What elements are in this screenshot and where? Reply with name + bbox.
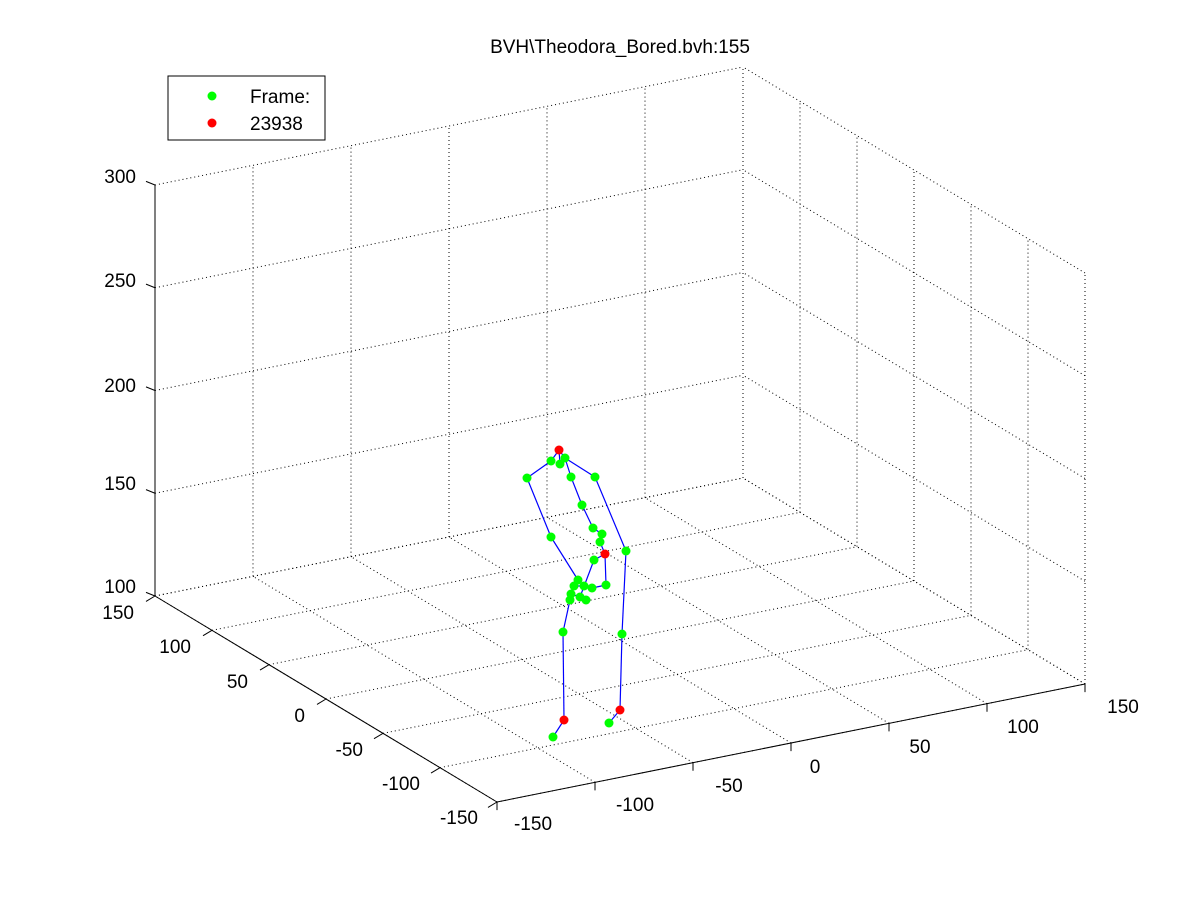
z-tick-mark [145,180,156,186]
skeleton-end-site-point [554,445,564,455]
grid-lines [154,66,1086,803]
skeleton-joint-point [522,473,532,483]
skeleton-joint-point [546,532,556,542]
x-tick-label: -50 [715,776,742,797]
x-tick-label: 100 [1007,717,1039,738]
y-tick-labels: -150 -100 -50 0 50 100 150 [102,603,478,829]
z-tick-label: 300 [104,167,136,188]
grid-line [546,516,890,724]
y-tick-mark [373,732,384,740]
z-tick-label: 100 [104,577,136,598]
y-tick-label: 50 [227,672,248,693]
grid-line [439,649,1029,769]
y-tick-label: 150 [102,603,134,624]
y-tick-mark [316,698,327,705]
grid-line [742,477,1086,685]
skeleton-bone [550,536,579,581]
skeleton-bone [526,477,552,538]
skeleton-bones [526,449,627,738]
y-tick-label: -100 [382,774,420,795]
y-tick-mark [202,629,213,637]
x-tick-label: 50 [909,737,930,758]
skeleton-bone [594,476,627,552]
legend-label-frame-number: 23938 [250,114,303,135]
grid-line [742,169,1086,377]
legend-box [167,75,326,141]
skeleton-bone [564,457,596,478]
skeleton-joint-point [558,627,568,637]
skeleton-joint-point [579,581,589,591]
grid-line [350,556,694,764]
grid-line [742,374,1086,582]
skeleton-joint-point [560,453,570,463]
y-tick-mark [487,801,498,808]
grid-line [325,580,915,700]
skeleton-joint-point [617,629,627,639]
skeleton-joint-point [565,595,575,605]
skeleton-joint-point [569,581,579,591]
z-tick-label: 150 [104,474,136,495]
z-tick-label: 250 [104,271,136,292]
y-tick-label: -50 [336,740,363,761]
skeleton-joint-point [546,456,556,466]
skeleton-joint-point [577,500,587,510]
z-tick-mark [145,591,156,597]
y-tick-label: -150 [440,808,478,829]
y-tick-label: 100 [159,637,191,658]
skeleton-joint-point [588,523,598,533]
y-tick-mark [145,595,156,602]
y-tick-label: 0 [294,706,305,727]
z-tick-mark [145,283,156,289]
skeleton-joint-point [587,583,597,593]
x-tick-labels: -150 -100 -50 0 50 100 150 [514,697,1139,835]
skeleton-joint-point [589,555,599,565]
grid-line [742,272,1086,479]
grid-line [252,575,596,783]
chart-title: BVH\Theodora_Bored.bvh:155 [490,37,750,58]
x-tick-label: -100 [616,795,654,816]
skeleton-joint-point [590,472,600,482]
skeleton-joints [522,445,631,742]
x-tick-label: 150 [1107,697,1139,718]
y-tick-mark [430,767,441,774]
grid-line [742,66,1086,274]
z-tick-labels: 100 150 200 250 300 [104,167,136,598]
skeleton-joint-point [566,472,576,482]
skeleton-joint-point [621,546,631,556]
legend-marker-frame [207,91,217,101]
legend: Frame: 23938 [167,75,326,141]
grid-line [448,536,792,744]
grid-line [382,614,972,734]
skeleton-joint-point [555,459,565,469]
x-tick-label: -150 [514,814,552,835]
axes [145,180,1086,811]
skeleton-joint-point [601,580,611,590]
y-tick-mark [259,664,270,671]
skeleton-bone [562,599,571,633]
legend-marker-frame-number [207,118,217,128]
z-tick-mark [145,386,156,391]
legend-label-frame: Frame: [250,87,310,108]
skeleton-joint-point [581,595,591,605]
skeleton-joint-point [548,732,558,742]
skeleton-bone [619,633,623,711]
x-tick-label: 0 [810,757,821,778]
skeleton-end-site-point [559,715,569,725]
skeleton-bone [562,631,565,721]
skeleton-end-site-point [600,549,610,559]
skeleton-bone [526,460,552,479]
z-tick-label: 200 [104,376,136,397]
skeleton-joint-point [604,718,614,728]
skeleton-bone [570,476,583,506]
skeleton-joint-point [595,537,605,547]
skeleton-bone [604,553,607,586]
skeleton-end-site-point [615,705,625,715]
skeleton-bone [579,559,595,598]
grid-line [644,497,988,705]
z-tick-mark [145,489,156,494]
skeleton-joint-point [597,529,607,539]
skeleton-bone [621,550,627,635]
